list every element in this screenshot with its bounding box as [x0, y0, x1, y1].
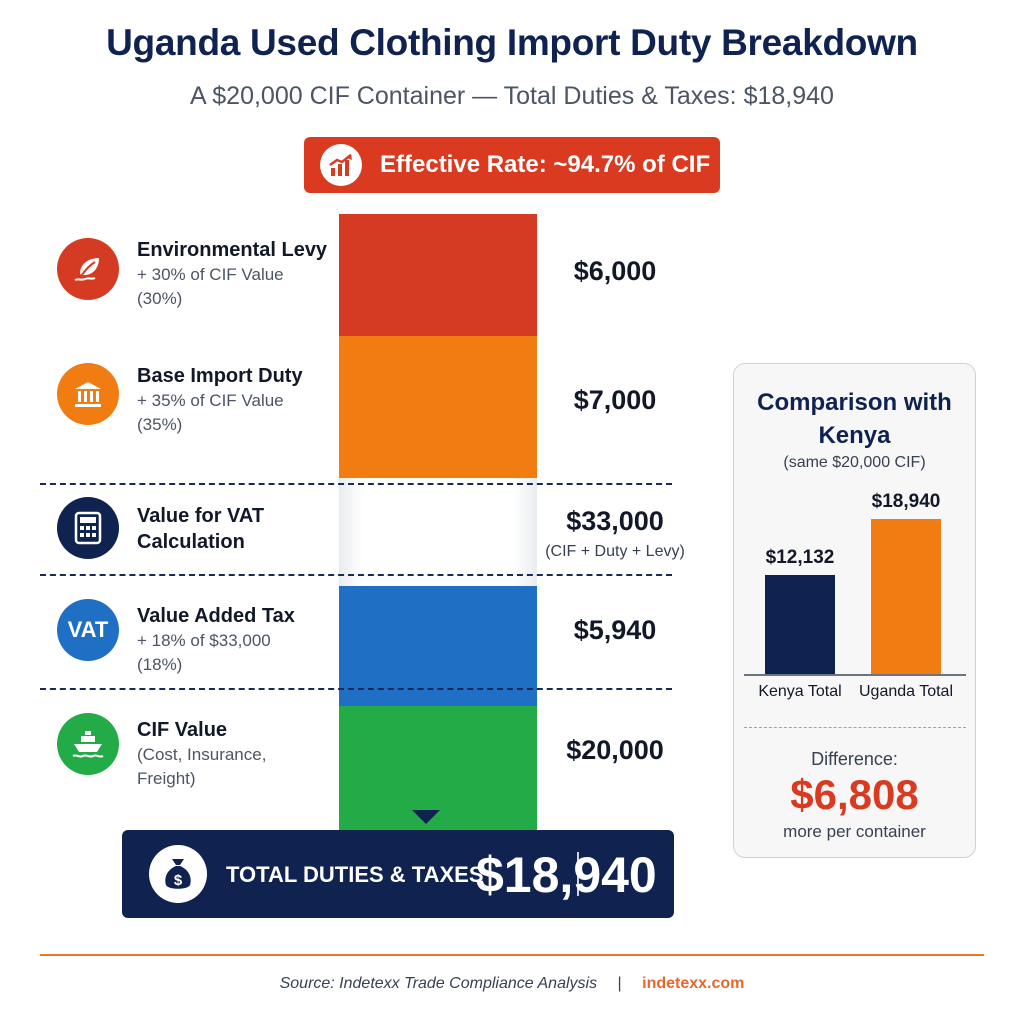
comparison-card: Comparison with Kenya (same $20,000 CIF)…: [733, 363, 976, 858]
bar-segment-base-import-duty: [339, 335, 537, 478]
difference-label: Difference:: [811, 749, 898, 769]
arrow-down-icon: [412, 810, 440, 824]
value-base-import-duty: $7,000: [573, 385, 657, 415]
effective-rate-badge: Effective Rate: ~94.7% of CIF: [304, 137, 720, 193]
building-icon: [57, 363, 119, 425]
value-environmental-levy: $6,000: [573, 256, 657, 286]
ship-icon: [57, 713, 119, 775]
divider-dashed: [40, 483, 672, 485]
bar-segment-value-added-tax: [339, 585, 537, 707]
difference-value: $6,808: [790, 771, 919, 818]
page-title: Uganda Used Clothing Import Duty Breakdo…: [106, 22, 918, 63]
divider-dashed: [40, 688, 672, 690]
tick-label-kenya-total: Kenya Total: [758, 683, 842, 700]
money-bag-icon: $: [149, 845, 207, 903]
row-cif-value: CIF Value (Cost, Insurance, Freight): [137, 719, 267, 788]
footer-separator: |: [617, 975, 622, 992]
vat-icon: VAT: [57, 599, 119, 661]
value-value-added-tax: $5,940: [573, 615, 657, 645]
chart-growth-icon: [320, 144, 362, 186]
divider-dashed: [40, 574, 672, 576]
comparison-axis: [744, 674, 966, 676]
comparison-note: (same $20,000 CIF): [783, 454, 926, 471]
effective-rate-text: Effective Rate: ~94.7% of CIF: [380, 151, 711, 178]
calculator-icon: [57, 497, 119, 559]
total-divider: [577, 852, 579, 896]
svg-text:$: $: [174, 872, 183, 889]
bar-uganda-total: [871, 519, 941, 674]
bar-kenya-total: [765, 574, 835, 674]
footer-source: Source: Indetexx Trade Compliance Analys…: [279, 975, 598, 992]
leaf-icon: [57, 238, 119, 300]
data-label-kenya-total: $12,132: [765, 546, 835, 568]
value-cif: $20,000: [566, 735, 664, 765]
bar-segment-vat-base: [339, 477, 537, 586]
card-separator: [744, 727, 966, 728]
bar-segment-environmental-levy: [339, 214, 537, 336]
row-value-for-vat: Value for VAT Calculation: [137, 505, 265, 553]
value-for-vat: $33,000: [566, 506, 664, 536]
footer-link[interactable]: indetexx.com: [642, 975, 745, 992]
page-subtitle: A $20,000 CIF Container — Total Duties &…: [190, 82, 834, 110]
row-environmental-levy: Environmental Levy + 30% of CIF Value (3…: [137, 239, 328, 308]
tick-label-uganda-total: Uganda Total: [859, 683, 953, 700]
value-for-vat-note: (CIF + Duty + Levy): [545, 543, 685, 560]
data-label-uganda-total: $18,940: [871, 491, 941, 512]
footer: Source: Indetexx Trade Compliance Analys…: [0, 975, 1024, 993]
difference-note: more per container: [783, 822, 926, 841]
row-base-import-duty: Base Import Duty + 35% of CIF Value (35%…: [137, 365, 303, 434]
footer-divider: [40, 954, 984, 956]
total-duties-box: $ TOTAL DUTIES & TAXES $18,940: [122, 830, 674, 918]
total-value: $18,940: [476, 847, 657, 903]
total-label: TOTAL DUTIES & TAXES: [226, 862, 484, 887]
comparison-title: Comparison with Kenya: [757, 389, 952, 449]
row-value-added-tax: Value Added Tax + 18% of $33,000 (18%): [137, 605, 295, 674]
